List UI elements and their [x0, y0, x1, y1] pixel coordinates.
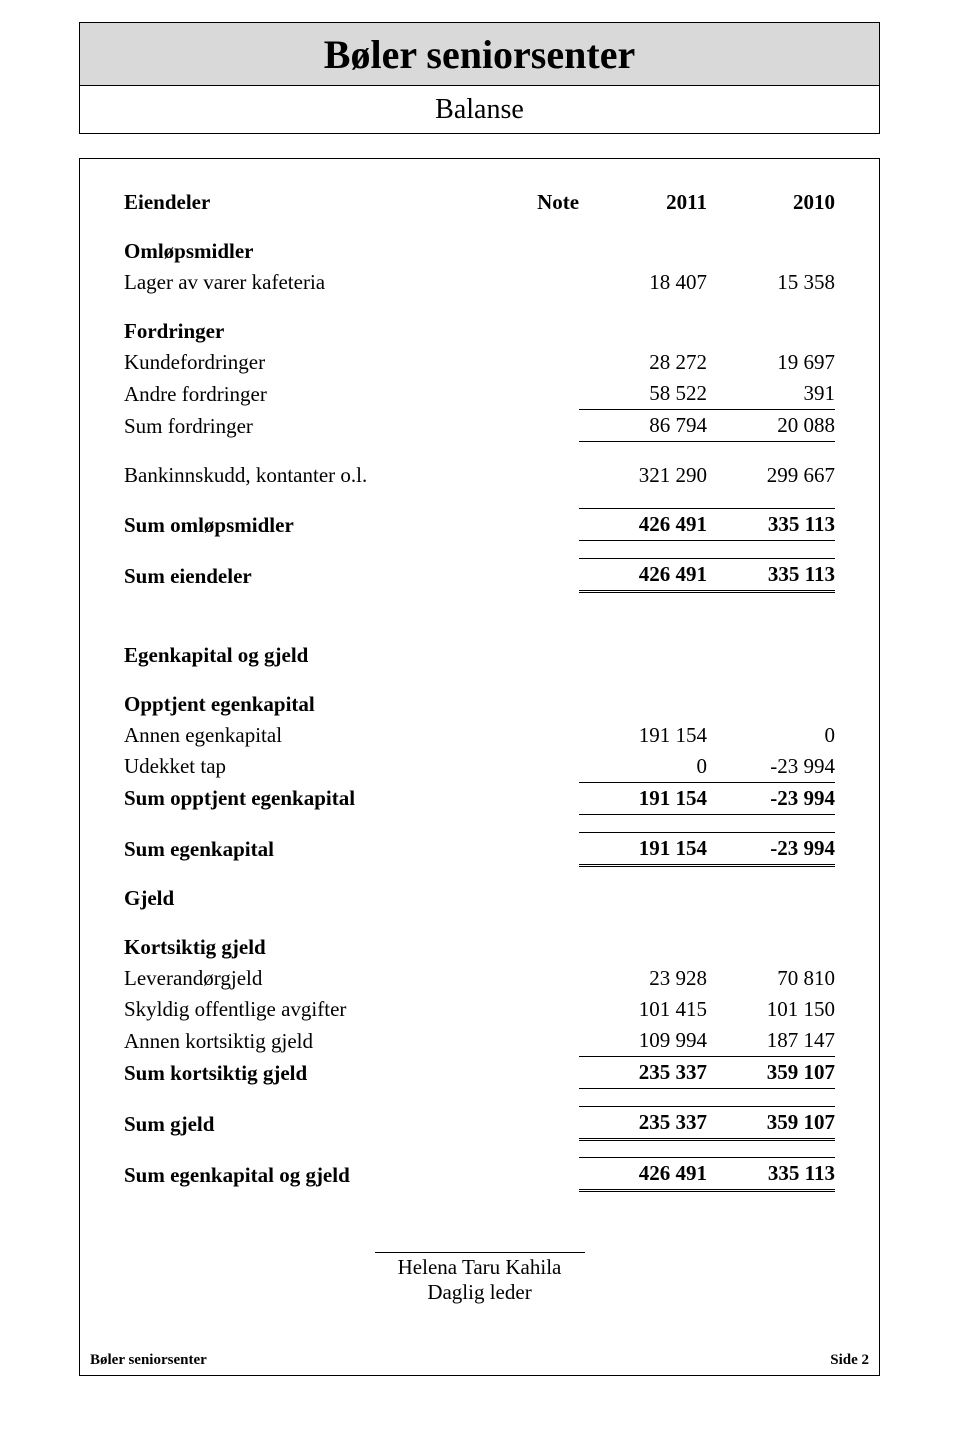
row-sum-ek-gjeld: Sum egenkapital og gjeld 426 491 335 113 — [124, 1158, 835, 1191]
footer-left: Bøler seniorsenter — [90, 1352, 207, 1369]
signature-block: Helena Taru Kahila Daglig leder — [80, 1252, 879, 1305]
row-kundefordringer: Kundefordringer 28 272 19 697 — [124, 347, 835, 378]
col-header-year-a: 2011 — [579, 187, 707, 218]
content-frame: Eiendeler Note 2011 2010 Omløpsmidler La… — [79, 158, 880, 1376]
row-sum-eiendeler: Sum eiendeler 426 491 335 113 — [124, 559, 835, 592]
footer-right: Side 2 — [830, 1352, 869, 1369]
signatory-role: Daglig leder — [80, 1280, 879, 1305]
balance-table: Eiendeler Note 2011 2010 Omløpsmidler La… — [124, 187, 835, 1192]
row-sum-omlopsmidler: Sum omløpsmidler 426 491 335 113 — [124, 509, 835, 541]
col-header-note: Note — [508, 187, 579, 218]
section-kortsiktig-gjeld: Kortsiktig gjeld — [124, 932, 508, 963]
signatory-name: Helena Taru Kahila — [80, 1255, 879, 1280]
row-sum-kortsiktig: Sum kortsiktig gjeld 235 337 359 107 — [124, 1057, 835, 1089]
section-gjeld: Gjeld — [124, 883, 508, 914]
section-egenkapital-gjeld: Egenkapital og gjeld — [124, 640, 508, 671]
row-sum-gjeld: Sum gjeld 235 337 359 107 — [124, 1107, 835, 1140]
signature-line — [375, 1252, 585, 1253]
subtitle-band: Balanse — [79, 86, 880, 134]
row-sum-fordringer: Sum fordringer 86 794 20 088 — [124, 410, 835, 442]
footer: Bøler seniorsenter Side 2 — [90, 1352, 869, 1369]
section-opptjent-ek: Opptjent egenkapital — [124, 689, 508, 720]
row-skyldig-avgifter: Skyldig offentlige avgifter 101 415 101 … — [124, 994, 835, 1025]
section-fordringer: Fordringer — [124, 316, 508, 347]
col-header-eiendeler: Eiendeler — [124, 187, 508, 218]
label-lager: Lager av varer kafeteria — [124, 267, 508, 298]
row-andre-fordringer: Andre fordringer 58 522 391 — [124, 378, 835, 410]
document-subtitle: Balanse — [435, 94, 524, 126]
document-title: Bøler seniorsenter — [324, 31, 635, 78]
title-band: Bøler seniorsenter — [79, 22, 880, 86]
row-sum-ek: Sum egenkapital 191 154 -23 994 — [124, 832, 835, 865]
val-lager-a: 18 407 — [579, 267, 707, 298]
col-header-year-b: 2010 — [707, 187, 835, 218]
row-bankinnskudd: Bankinnskudd, kontanter o.l. 321 290 299… — [124, 460, 835, 491]
row-udekket-tap: Udekket tap 0 -23 994 — [124, 751, 835, 783]
section-omlopsmidler: Omløpsmidler — [124, 236, 508, 267]
row-annen-kortsiktig: Annen kortsiktig gjeld 109 994 187 147 — [124, 1025, 835, 1057]
row-lager: Lager av varer kafeteria 18 407 15 358 — [124, 267, 835, 298]
row-sum-opptjent-ek: Sum opptjent egenkapital 191 154 -23 994 — [124, 782, 835, 814]
val-lager-b: 15 358 — [707, 267, 835, 298]
row-leverandorgjeld: Leverandørgjeld 23 928 70 810 — [124, 963, 835, 994]
row-annen-ek: Annen egenkapital 191 154 0 — [124, 720, 835, 751]
